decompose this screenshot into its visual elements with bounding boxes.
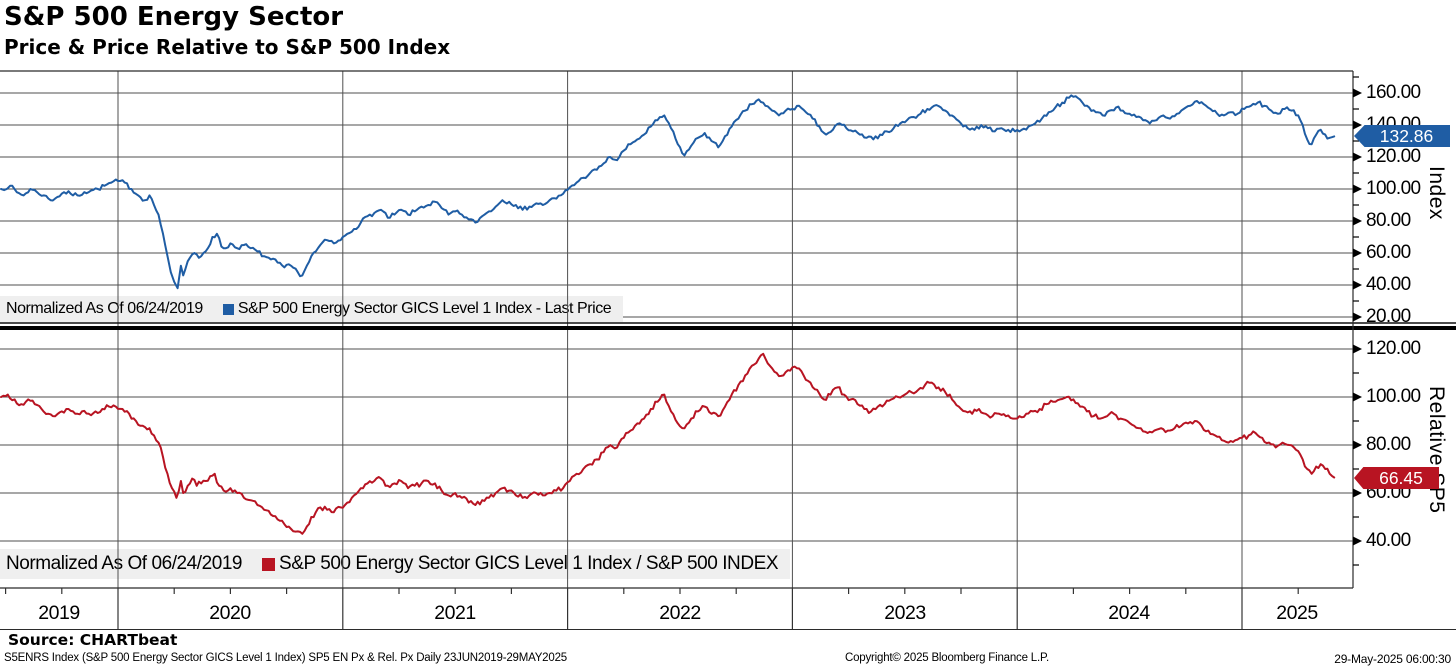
y-tick-arrow-icon: [1353, 488, 1362, 498]
legend-normalized-label: Normalized As Of 06/24/2019: [6, 300, 203, 317]
y-tick-arrow-icon: [1353, 344, 1362, 354]
price-relative-line: [0, 352, 1336, 535]
y-tick-arrow-icon: [1353, 312, 1362, 322]
last-price-badge-relative: 66.45: [1354, 467, 1439, 489]
index-series-swatch-icon: [222, 303, 234, 315]
source-label: Source: CHARTbeat: [8, 631, 178, 649]
copyright-notice: Copyright© 2025 Bloomberg Finance L.P.: [845, 652, 1049, 664]
legend-series-label: S&P 500 Energy Sector GICS Level 1 Index…: [237, 300, 612, 317]
y-tick-arrow-icon: [1353, 248, 1362, 258]
timestamp: 29-May-2025 06:00:30: [1334, 652, 1451, 666]
legend-relative-panel: Normalized As Of 06/24/2019 S&P 500 Ener…: [0, 549, 791, 579]
legend-normalized-label: Normalized As Of 06/24/2019: [6, 553, 243, 574]
y-tick-arrow-icon: [1353, 88, 1362, 98]
relative-series-swatch-icon: [262, 557, 276, 571]
y-tick-arrow-icon: [1353, 184, 1362, 194]
security-info: S5ENRS Index (S&P 500 Energy Sector GICS…: [4, 652, 567, 664]
panel-divider: [0, 326, 1456, 330]
price-index-line: [0, 94, 1336, 290]
y-tick-arrow-icon: [1353, 392, 1362, 402]
y-tick-arrow-icon: [1353, 536, 1362, 546]
legend-price-panel: Normalized As Of 06/24/2019 S&P 500 Ener…: [0, 296, 624, 322]
chart-header: S&P 500 Energy Sector Price & Price Rela…: [4, 0, 450, 60]
chart-footer: Source: CHARTbeat S5ENRS Index (S&P 500 …: [0, 630, 1456, 668]
y-tick-arrow-icon: [1353, 440, 1362, 450]
chart-subtitle: Price & Price Relative to S&P 500 Index: [4, 35, 451, 59]
y-tick-arrow-icon: [1353, 280, 1362, 290]
last-price-badge-index: 132.86: [1354, 125, 1450, 147]
y-tick-arrow-icon: [1353, 152, 1362, 162]
y-tick-arrow-icon: [1353, 120, 1362, 130]
chart-title: S&P 500 Energy Sector: [4, 2, 344, 32]
legend-series-label: S&P 500 Energy Sector GICS Level 1 Index…: [279, 553, 779, 574]
y-tick-arrow-icon: [1353, 216, 1362, 226]
